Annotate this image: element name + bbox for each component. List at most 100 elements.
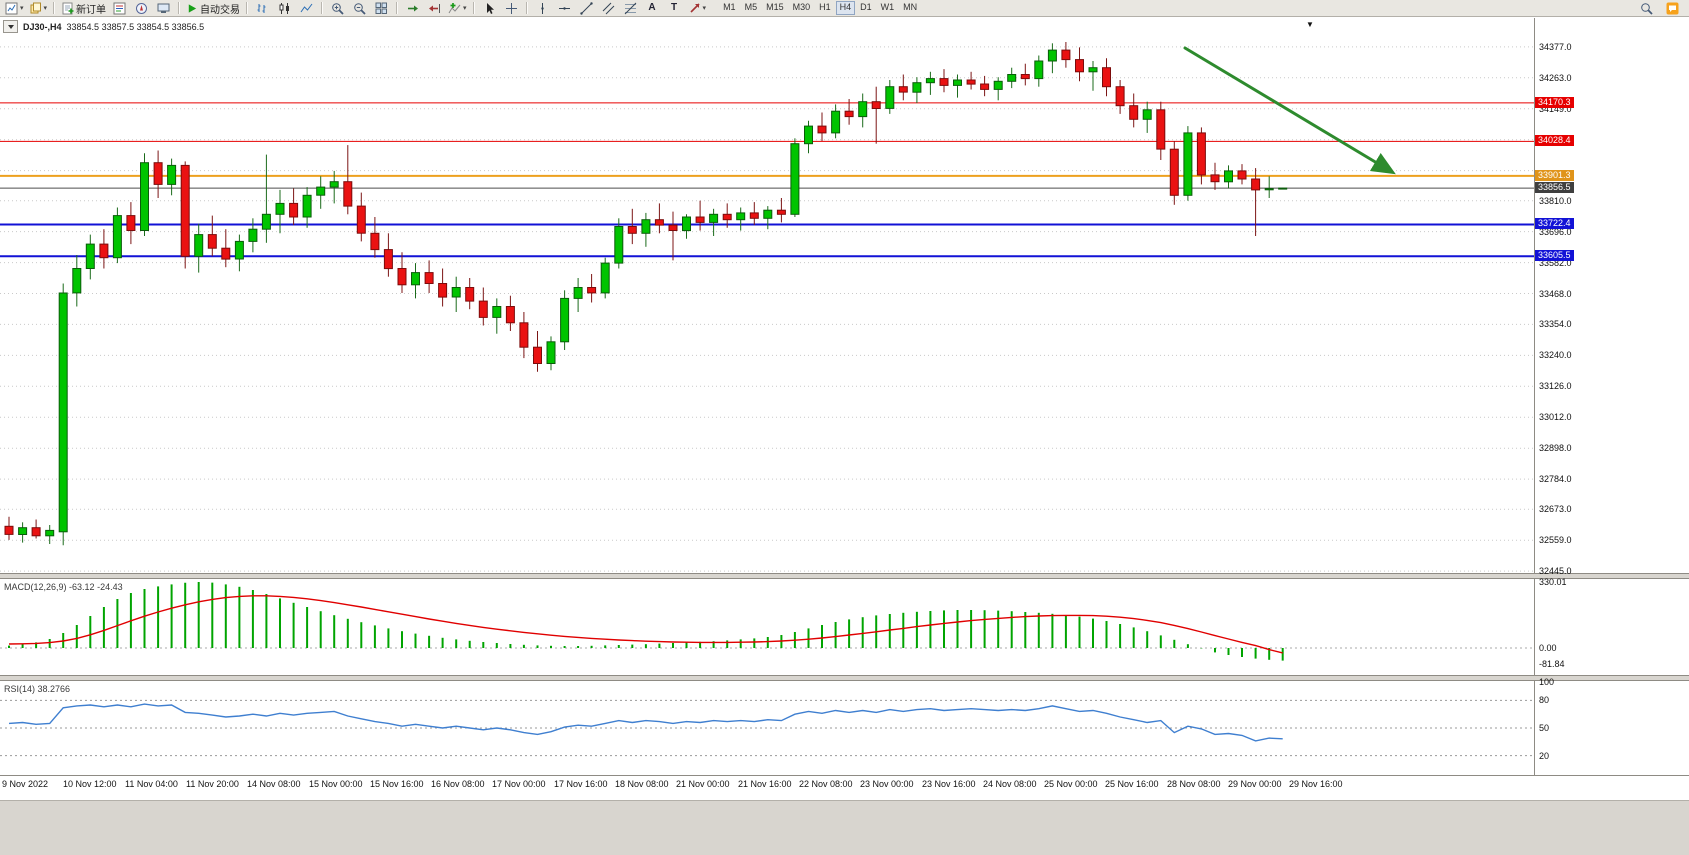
market-watch-icon bbox=[113, 2, 126, 14]
auto-trading-label: 自动交易 bbox=[200, 4, 241, 16]
crosshair-icon bbox=[505, 2, 517, 14]
trendline-tool-button[interactable] bbox=[576, 1, 597, 16]
crosshair-button[interactable] bbox=[501, 1, 522, 16]
cursor-icon bbox=[486, 2, 494, 14]
time-axis-label: 17 Nov 00:00 bbox=[492, 779, 546, 789]
zoom-out-button[interactable] bbox=[349, 1, 370, 16]
profiles-button[interactable]: ▾ bbox=[27, 1, 50, 16]
window-bottom-area bbox=[0, 800, 1689, 855]
price-shift-marker[interactable]: ▼ bbox=[1306, 20, 1314, 29]
notifications-button[interactable] bbox=[1662, 1, 1683, 16]
price-line-badge: 33605.5 bbox=[1535, 250, 1574, 261]
auto-trading-play-icon bbox=[188, 3, 197, 13]
label-tool-button[interactable]: T bbox=[664, 1, 685, 16]
navigator-icon bbox=[136, 2, 148, 14]
rsi-name: RSI(14) bbox=[4, 684, 36, 694]
macd-panel[interactable] bbox=[0, 580, 1534, 675]
time-axis-label: 17 Nov 16:00 bbox=[554, 779, 608, 789]
fibonacci-icon bbox=[624, 2, 636, 14]
horizontal-line-tool-button[interactable] bbox=[554, 1, 575, 16]
time-axis-label: 22 Nov 08:00 bbox=[799, 779, 853, 789]
fibonacci-tool-button[interactable] bbox=[620, 1, 641, 16]
time-axis-label: 21 Nov 16:00 bbox=[738, 779, 792, 789]
vertical-line-icon bbox=[540, 2, 544, 14]
chart-ohlc-values: 33854.5 33857.5 33854.5 33856.5 bbox=[66, 21, 205, 32]
chevron-down-icon: ▾ bbox=[43, 4, 48, 12]
indicators-button[interactable]: ▾ bbox=[446, 1, 469, 16]
chart-shift-button[interactable] bbox=[424, 1, 445, 16]
timeframe-toolbar: M1 M5 M15 M30 H1 H4 D1 W1 MN bbox=[719, 1, 921, 15]
time-axis-label: 23 Nov 00:00 bbox=[860, 779, 914, 789]
time-axis[interactable]: 9 Nov 2022 10 Nov 12:00 11 Nov 04:00 11 Nov… bbox=[0, 779, 1534, 794]
time-axis-label: 11 Nov 20:00 bbox=[186, 779, 239, 789]
timeframe-button-w1[interactable]: W1 bbox=[880, 2, 895, 13]
timeframe-button-mn[interactable]: MN bbox=[903, 2, 918, 13]
rsi-label: RSI(14) 38.2766 bbox=[4, 684, 70, 694]
time-axis-label: 23 Nov 16:00 bbox=[922, 779, 976, 789]
terminal-button[interactable] bbox=[153, 1, 174, 16]
chevron-down-icon: ▾ bbox=[20, 4, 24, 12]
search-button[interactable] bbox=[1636, 1, 1657, 16]
panel-separator[interactable] bbox=[0, 675, 1689, 681]
timeframe-button-m30[interactable]: M30 bbox=[792, 2, 811, 13]
toolbar-separator bbox=[246, 2, 249, 14]
market-watch-button[interactable] bbox=[109, 1, 130, 16]
timeframe-button-m15[interactable]: M15 bbox=[766, 2, 784, 13]
time-axis-label: 29 Nov 00:00 bbox=[1228, 779, 1282, 789]
equidistant-channel-icon bbox=[602, 2, 614, 14]
chart-bars-button[interactable] bbox=[252, 1, 273, 16]
time-axis-label: 24 Nov 08:00 bbox=[983, 779, 1037, 789]
time-axis-label: 29 Nov 16:00 bbox=[1289, 779, 1343, 789]
time-axis-label: 9 Nov 2022 bbox=[2, 779, 49, 789]
macd-axis-label: 0.00 bbox=[1539, 643, 1557, 653]
vertical-line-tool-button[interactable] bbox=[532, 1, 553, 16]
chart-line-button[interactable] bbox=[296, 1, 317, 16]
price-tick-label: 32784.0 bbox=[1539, 474, 1572, 484]
new-order-button[interactable]: 新订单 bbox=[59, 1, 108, 16]
toolbar-separator bbox=[321, 2, 324, 14]
price-tick-label: 33126.0 bbox=[1539, 381, 1572, 391]
text-tool-button[interactable]: A bbox=[642, 1, 663, 16]
rsi-panel[interactable] bbox=[0, 682, 1534, 774]
bar-chart-icon bbox=[257, 3, 266, 13]
time-axis-label: 28 Nov 08:00 bbox=[1167, 779, 1221, 789]
trendline-icon bbox=[579, 1, 593, 15]
chart-menu-dropdown[interactable] bbox=[3, 20, 18, 33]
timeframe-button-m5[interactable]: M5 bbox=[744, 2, 758, 13]
time-axis-label: 11 Nov 04:00 bbox=[125, 779, 178, 789]
auto-trading-button[interactable]: 自动交易 bbox=[184, 1, 242, 16]
new-chart-button[interactable]: ▾ bbox=[3, 1, 26, 16]
price-tick-label: 33240.0 bbox=[1539, 350, 1572, 360]
channel-tool-button[interactable] bbox=[598, 1, 619, 16]
timeframe-button-m1[interactable]: M1 bbox=[723, 2, 736, 13]
timeframe-button-h4[interactable]: H4 bbox=[835, 1, 856, 15]
price-line-badge: 33901.3 bbox=[1535, 170, 1574, 181]
time-axis-label: 14 Nov 08:00 bbox=[247, 779, 301, 789]
price-tick-label: 33012.0 bbox=[1539, 412, 1572, 422]
price-line-badge: 34170.3 bbox=[1535, 97, 1574, 108]
timeframe-button-d1[interactable]: D1 bbox=[860, 2, 872, 13]
tile-windows-button[interactable] bbox=[371, 1, 392, 16]
chevron-down-icon bbox=[7, 24, 14, 29]
rsi-axis-label: 50 bbox=[1539, 723, 1550, 733]
price-tick-label: 32673.0 bbox=[1539, 504, 1572, 514]
navigator-button[interactable] bbox=[131, 1, 152, 16]
main-chart[interactable] bbox=[0, 36, 1534, 573]
panel-separator[interactable] bbox=[0, 573, 1689, 579]
chart-candles-button[interactable] bbox=[274, 1, 295, 16]
time-axis-label: 15 Nov 00:00 bbox=[309, 779, 363, 789]
auto-scroll-button[interactable] bbox=[402, 1, 423, 16]
arrow-shape-icon bbox=[689, 2, 700, 13]
price-tick-label: 33354.0 bbox=[1539, 319, 1572, 329]
cursor-button[interactable] bbox=[479, 1, 500, 16]
time-axis-border bbox=[0, 775, 1689, 776]
price-tick-label: 34377.0 bbox=[1539, 42, 1572, 52]
terminal-icon bbox=[157, 3, 170, 13]
time-axis-label: 16 Nov 08:00 bbox=[431, 779, 485, 789]
macd-axis-label: -81.84 bbox=[1539, 659, 1565, 669]
zoom-in-button[interactable] bbox=[327, 1, 348, 16]
shapes-tool-button[interactable]: ▾ bbox=[686, 1, 709, 16]
toolbar: ▾ ▾ 新订单 自动交易 bbox=[0, 0, 1689, 17]
search-icon bbox=[1641, 2, 1653, 15]
timeframe-button-h1[interactable]: H1 bbox=[819, 2, 831, 13]
